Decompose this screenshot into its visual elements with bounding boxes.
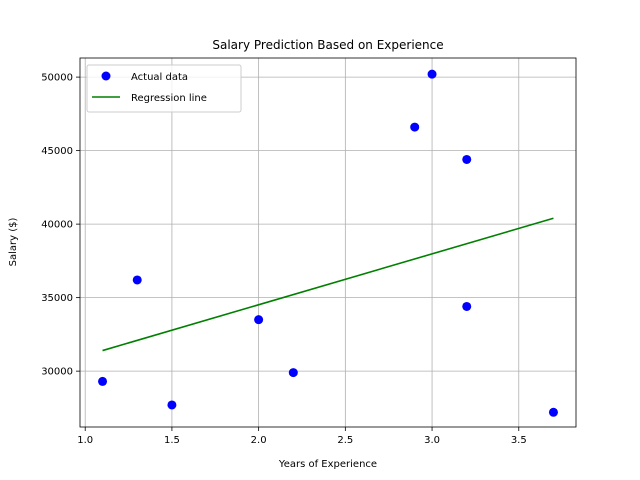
data-point — [427, 69, 437, 79]
legend-label-regression-line: Regression line — [131, 93, 207, 104]
data-point — [288, 368, 298, 378]
y-tick-label: 45000 — [41, 146, 73, 157]
x-tick-label: 2.0 — [251, 435, 267, 446]
legend: Actual data Regression line — [86, 64, 242, 113]
x-axis-label: Years of Experience — [278, 459, 377, 470]
legend-marker-actual-data — [101, 71, 111, 81]
grid — [80, 58, 576, 427]
chart-title: Salary Prediction Based on Experience — [212, 38, 443, 52]
y-tick-label: 50000 — [41, 73, 73, 84]
data-point — [548, 407, 558, 417]
y-tick-label: 40000 — [41, 220, 73, 231]
regression-line-layer — [102, 217, 554, 352]
data-point — [98, 376, 108, 386]
data-point — [462, 154, 472, 164]
plot-frame — [79, 57, 577, 428]
y-tick-label: 35000 — [41, 293, 73, 304]
x-tick-label: 2.5 — [337, 435, 353, 446]
x-tick-label: 1.0 — [77, 435, 93, 446]
x-axis-ticks: 1.0 1.5 2.0 2.5 3.0 3.5 — [77, 427, 527, 446]
scatter-points-layer — [98, 69, 558, 417]
regression-line — [102, 217, 554, 352]
data-point — [410, 122, 420, 132]
data-point — [132, 275, 142, 285]
legend-label-actual-data: Actual data — [131, 72, 188, 83]
y-axis-ticks: 30000 35000 40000 45000 50000 — [41, 73, 80, 378]
y-axis-label: Salary ($) — [8, 218, 19, 267]
x-tick-label: 1.5 — [164, 435, 180, 446]
data-point — [167, 400, 177, 410]
y-tick-label: 30000 — [41, 367, 73, 378]
legend-box — [86, 64, 242, 113]
x-tick-label: 3.5 — [511, 435, 527, 446]
data-point — [462, 301, 472, 311]
x-tick-label: 3.0 — [424, 435, 440, 446]
data-point — [254, 315, 264, 325]
